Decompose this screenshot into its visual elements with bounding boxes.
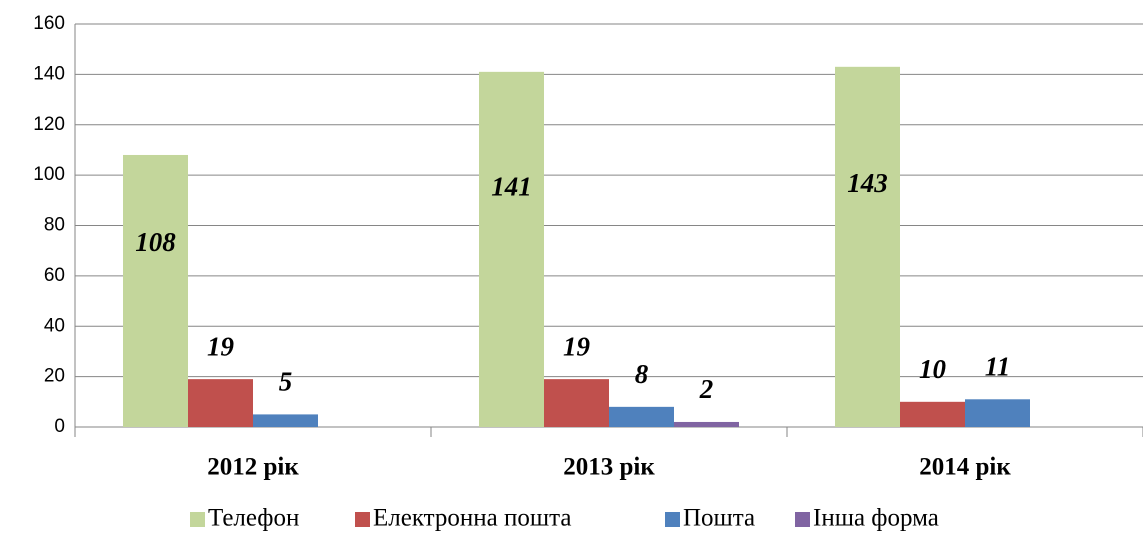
data-label: 8: [635, 359, 649, 389]
y-tick-label: 0: [54, 416, 65, 437]
bar: [479, 71, 544, 427]
x-tick-label: 2013 рік: [563, 454, 655, 481]
bar: [609, 406, 674, 427]
bar: [674, 421, 739, 427]
x-tick-label: 2012 рік: [207, 454, 299, 481]
y-tick-label: 60: [44, 265, 65, 286]
bar: [253, 414, 318, 427]
y-tick-label: 20: [44, 366, 65, 387]
y-tick-label: 140: [33, 63, 65, 84]
data-label: 2: [699, 374, 714, 404]
bar: [123, 154, 188, 427]
y-tick-label: 100: [33, 164, 65, 185]
bar: [188, 379, 253, 427]
data-label: 108: [135, 227, 176, 257]
legend-label: Електронна пошта: [373, 505, 571, 532]
data-label: 19: [207, 331, 235, 361]
y-tick-label: 40: [44, 315, 65, 336]
y-tick-label: 120: [33, 114, 65, 135]
bar: [835, 66, 900, 427]
data-label: 19: [563, 331, 591, 361]
legend-label: Пошта: [683, 505, 755, 532]
data-label: 141: [491, 171, 532, 201]
x-tick-label: 2014 рік: [919, 454, 1011, 481]
bar: [900, 401, 965, 427]
y-tick-label: 160: [33, 13, 65, 34]
legend-label: Телефон: [208, 505, 299, 532]
legend-swatch: [190, 512, 205, 527]
legend-label: Інша форма: [813, 505, 939, 532]
bar: [544, 379, 609, 427]
bar: [965, 399, 1030, 427]
legend-swatch: [795, 512, 810, 527]
legend-swatch: [355, 512, 370, 527]
data-label: 11: [985, 351, 1011, 381]
y-tick-label: 80: [44, 215, 65, 236]
data-label: 5: [279, 367, 293, 397]
data-label: 143: [847, 168, 888, 198]
data-label: 10: [919, 354, 947, 384]
legend-swatch: [665, 512, 680, 527]
